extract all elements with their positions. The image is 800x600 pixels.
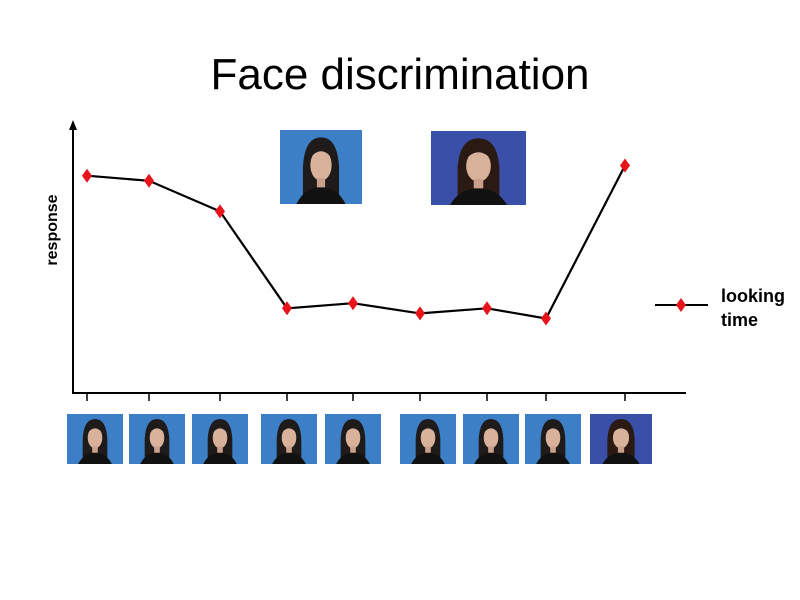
data-point	[415, 306, 425, 321]
face-photo-a-icon	[67, 414, 123, 464]
face-photo-b-icon	[590, 414, 652, 464]
face-photo-a-icon	[129, 414, 185, 464]
page-title: Face discrimination	[210, 50, 590, 99]
y-axis-arrow	[69, 120, 77, 130]
face-photo-a-icon	[525, 414, 581, 464]
data-point	[348, 296, 358, 311]
face-photo-a-icon	[463, 414, 519, 464]
face-photo-a-icon	[280, 130, 362, 204]
legend-label: looking time	[721, 284, 785, 332]
data-point	[541, 311, 551, 326]
data-points	[82, 158, 630, 326]
data-point	[144, 173, 154, 188]
legend-marker	[655, 298, 708, 312]
face-photo-a-icon	[192, 414, 248, 464]
legend-diamond	[676, 298, 686, 312]
chart-axes	[69, 120, 686, 401]
face-photo-b-icon	[431, 131, 526, 205]
data-point	[282, 301, 292, 316]
face-photo-a-icon	[400, 414, 456, 464]
data-point	[215, 204, 225, 219]
legend-label-line2: time	[721, 310, 759, 330]
data-point	[620, 158, 630, 173]
data-point	[482, 301, 492, 316]
legend-label-line1: looking	[721, 286, 785, 306]
data-point	[82, 168, 92, 183]
face-photo-a-icon	[261, 414, 317, 464]
face-photo-a-icon	[325, 414, 381, 464]
y-axis-label: response	[44, 194, 61, 266]
